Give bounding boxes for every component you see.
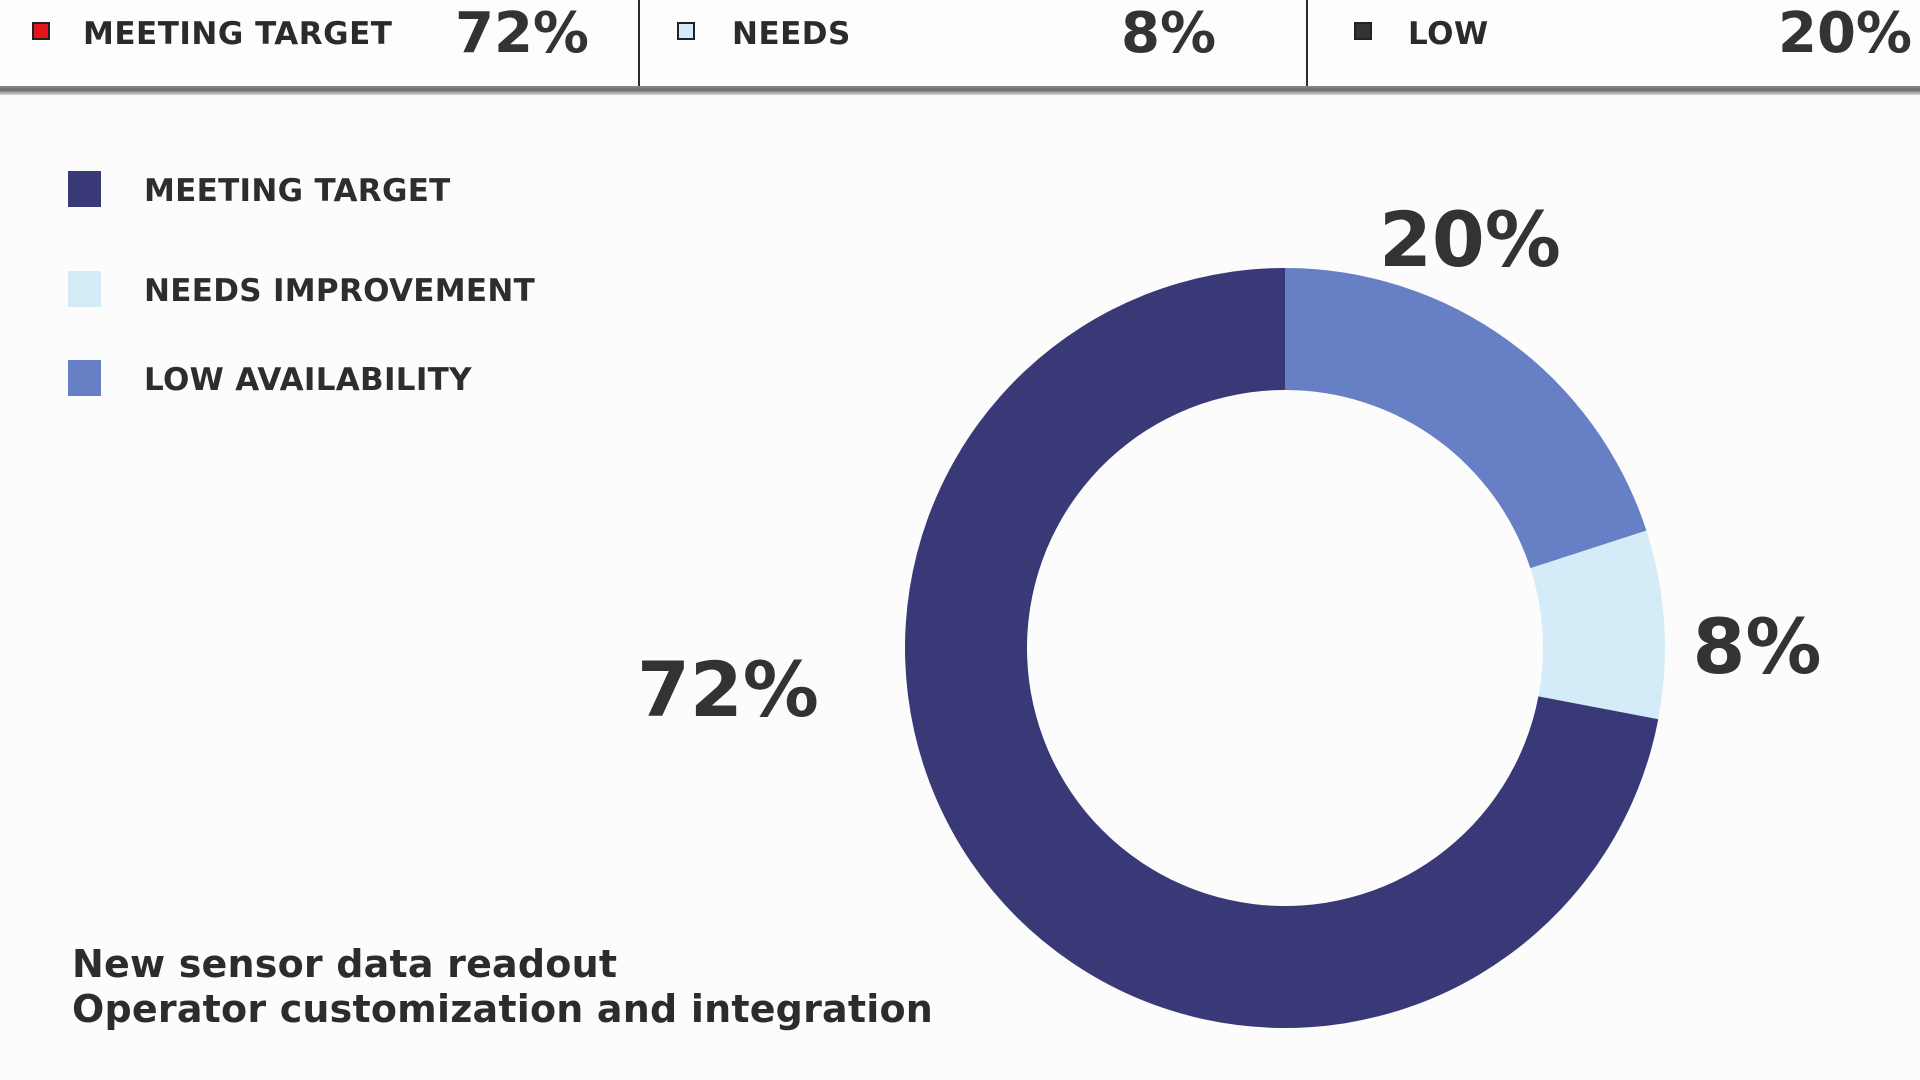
legend-item-meeting-target: MEETING TARGET: [68, 171, 588, 211]
status-value: 8%: [1121, 1, 1217, 66]
status-swatch-meeting-target: [32, 22, 50, 40]
legend-label: NEEDS IMPROVEMENT: [144, 273, 536, 309]
caption-line-2: Operator customization and integration: [72, 987, 934, 1031]
legend-item-needs-improvement: NEEDS IMPROVEMENT: [68, 271, 588, 311]
status-cell-needs: NEEDS 8%: [641, 0, 1306, 88]
donut-slice-meeting-target: [905, 268, 1659, 1029]
status-bar: MEETING TARGET 72% NEEDS 8% LOW 20%: [0, 0, 1920, 95]
status-label: MEETING TARGET: [83, 16, 393, 52]
status-cell-meeting-target: MEETING TARGET 72%: [0, 0, 639, 88]
donut-data-label: 8%: [1692, 602, 1821, 691]
legend-swatch-low-availability: [68, 360, 101, 396]
legend-item-low-availability: LOW AVAILABILITY: [68, 360, 588, 400]
status-value: 72%: [455, 1, 590, 66]
legend-label: MEETING TARGET: [144, 173, 451, 209]
status-bar-divider-rule: [0, 86, 1920, 95]
donut-data-label: 20%: [1379, 195, 1561, 284]
status-label: LOW: [1408, 16, 1489, 52]
status-divider: [638, 0, 640, 94]
donut-data-label: 72%: [637, 645, 819, 734]
status-cell-low: LOW 20%: [1308, 0, 1920, 88]
status-swatch-low: [1354, 22, 1372, 40]
chart-legend: MEETING TARGET NEEDS IMPROVEMENT LOW AVA…: [0, 0, 600, 420]
donut-slice-needs-improvement: [1530, 530, 1665, 720]
legend-label: LOW AVAILABILITY: [144, 362, 472, 398]
legend-swatch-meeting-target: [68, 171, 101, 207]
status-label: NEEDS: [732, 16, 851, 52]
status-value: 20%: [1778, 1, 1913, 66]
legend-swatch-needs-improvement: [68, 271, 101, 307]
caption-line-1: New sensor data readout: [72, 942, 618, 986]
caption: New sensor data readout Operator customi…: [72, 942, 972, 1032]
status-divider: [1306, 0, 1308, 94]
donut-slice-low-availability: [1285, 268, 1647, 569]
status-swatch-needs: [677, 22, 695, 40]
